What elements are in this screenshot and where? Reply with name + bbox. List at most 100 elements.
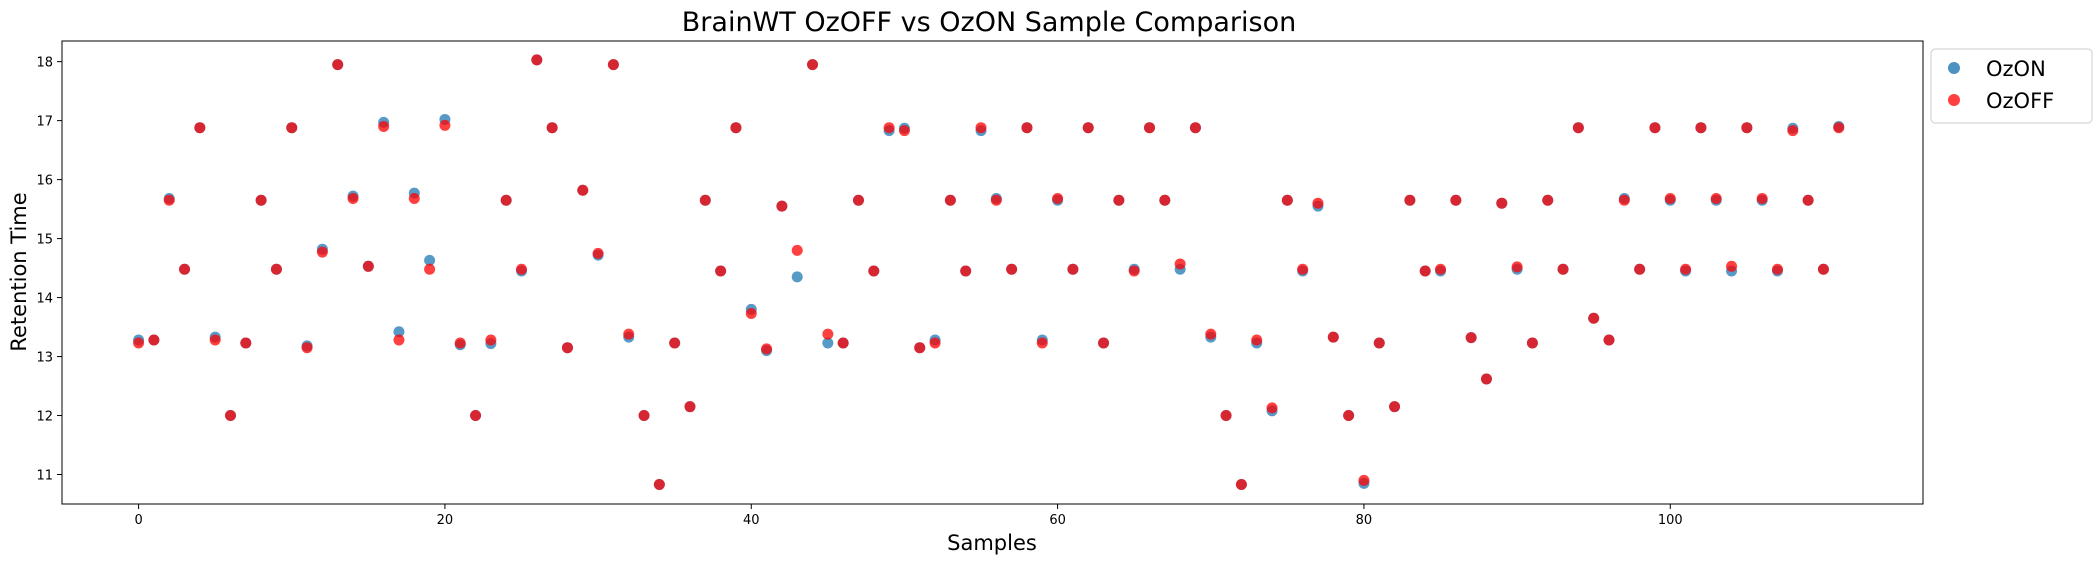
point-ozoff-64 xyxy=(1113,194,1125,206)
point-ozoff-7 xyxy=(240,337,252,349)
point-ozoff-2 xyxy=(163,194,175,206)
point-ozoff-28 xyxy=(561,342,573,354)
x-tick-label: 60 xyxy=(1049,513,1066,528)
point-ozoff-105 xyxy=(1741,122,1753,134)
point-ozoff-58 xyxy=(1021,122,1033,134)
point-ozon-19 xyxy=(424,254,436,266)
point-ozoff-67 xyxy=(1159,194,1171,206)
point-ozoff-19 xyxy=(424,263,436,275)
point-ozon-45 xyxy=(822,337,834,349)
point-ozoff-97 xyxy=(1618,194,1630,206)
point-ozoff-96 xyxy=(1603,334,1615,346)
point-ozoff-103 xyxy=(1710,192,1722,204)
point-ozoff-40 xyxy=(745,307,757,319)
point-ozoff-18 xyxy=(408,192,420,204)
point-ozoff-89 xyxy=(1496,197,1508,209)
point-ozoff-73 xyxy=(1251,334,1263,346)
point-ozoff-48 xyxy=(868,265,880,277)
point-ozoff-9 xyxy=(270,263,282,275)
point-ozoff-33 xyxy=(638,410,650,422)
point-ozoff-79 xyxy=(1343,410,1355,422)
point-ozoff-26 xyxy=(531,54,543,66)
point-ozoff-4 xyxy=(194,122,206,134)
y-tick-label: 13 xyxy=(36,351,53,366)
legend-marker-ozon xyxy=(1948,62,1960,74)
point-ozoff-51 xyxy=(914,342,926,354)
point-ozoff-107 xyxy=(1771,263,1783,275)
point-ozoff-69 xyxy=(1189,122,1201,134)
point-ozoff-110 xyxy=(1817,263,1829,275)
plot-area: 0 20 40 60 80 100 11 12 13 14 15 16 17 18 xyxy=(36,40,1924,528)
point-ozoff-111 xyxy=(1833,122,1845,134)
point-ozoff-100 xyxy=(1664,192,1676,204)
point-ozoff-87 xyxy=(1465,332,1477,344)
point-ozoff-44 xyxy=(807,59,819,71)
point-ozoff-36 xyxy=(684,401,696,413)
point-ozoff-93 xyxy=(1557,263,1569,275)
x-tick-label: 80 xyxy=(1356,513,1373,528)
point-ozoff-0 xyxy=(133,337,145,349)
point-ozoff-1 xyxy=(148,334,160,346)
point-ozoff-55 xyxy=(975,122,987,134)
point-ozoff-70 xyxy=(1205,328,1217,340)
point-ozoff-25 xyxy=(516,263,528,275)
point-ozoff-61 xyxy=(1067,263,1079,275)
point-ozoff-29 xyxy=(577,184,589,196)
point-ozoff-72 xyxy=(1235,479,1247,491)
point-ozoff-12 xyxy=(316,246,328,258)
x-tick-label: 0 xyxy=(134,513,142,528)
point-ozoff-53 xyxy=(944,194,956,206)
point-ozoff-60 xyxy=(1052,192,1064,204)
point-ozoff-108 xyxy=(1787,125,1799,137)
point-ozoff-106 xyxy=(1756,192,1768,204)
point-ozoff-38 xyxy=(715,265,727,277)
point-ozoff-91 xyxy=(1526,337,1538,349)
point-ozoff-50 xyxy=(898,125,910,137)
y-tick-label: 17 xyxy=(36,115,53,130)
point-ozoff-76 xyxy=(1297,263,1309,275)
point-ozoff-21 xyxy=(454,337,466,349)
y-tick-label: 15 xyxy=(36,233,53,248)
point-ozoff-8 xyxy=(255,194,267,206)
point-ozoff-98 xyxy=(1634,263,1646,275)
point-ozoff-88 xyxy=(1480,373,1492,385)
point-ozoff-49 xyxy=(883,122,895,134)
point-ozoff-54 xyxy=(960,265,972,277)
point-ozoff-104 xyxy=(1726,260,1738,272)
point-ozoff-46 xyxy=(837,337,849,349)
point-ozoff-65 xyxy=(1128,265,1140,277)
point-ozoff-84 xyxy=(1419,265,1431,277)
point-ozoff-5 xyxy=(209,334,221,346)
point-ozoff-45 xyxy=(822,328,834,340)
chart-title: BrainWT OzOFF vs OzON Sample Comparison xyxy=(682,7,1296,38)
point-ozoff-101 xyxy=(1680,263,1692,275)
point-ozoff-16 xyxy=(378,121,390,133)
point-ozon-17 xyxy=(393,326,405,338)
point-ozon-43 xyxy=(791,271,803,283)
legend: OzON OzOFF xyxy=(1930,48,2093,124)
point-ozoff-13 xyxy=(332,59,344,71)
point-ozoff-11 xyxy=(301,342,313,354)
point-ozoff-31 xyxy=(607,59,619,71)
y-tick-label: 16 xyxy=(36,174,53,189)
point-ozoff-92 xyxy=(1542,194,1554,206)
point-ozoff-43 xyxy=(791,244,803,256)
point-ozoff-30 xyxy=(592,247,604,259)
point-ozoff-66 xyxy=(1144,122,1155,134)
point-ozoff-35 xyxy=(669,337,681,349)
point-ozoff-34 xyxy=(653,479,665,491)
point-ozoff-59 xyxy=(1036,337,1048,349)
y-tick-label: 12 xyxy=(36,410,53,425)
x-tick-label: 20 xyxy=(437,513,454,528)
point-ozoff-10 xyxy=(286,122,298,134)
x-axis-ticks: 0 20 40 60 80 100 xyxy=(134,504,1683,528)
point-ozoff-99 xyxy=(1649,122,1661,134)
point-ozoff-39 xyxy=(730,122,742,134)
point-ozoff-23 xyxy=(485,334,497,346)
y-tick-label: 11 xyxy=(36,469,53,484)
point-ozoff-78 xyxy=(1327,331,1339,343)
legend-label-ozoff: OzOFF xyxy=(1986,89,2054,113)
point-ozoff-63 xyxy=(1098,337,1110,349)
point-ozoff-62 xyxy=(1082,122,1094,134)
point-ozoff-82 xyxy=(1389,401,1401,413)
